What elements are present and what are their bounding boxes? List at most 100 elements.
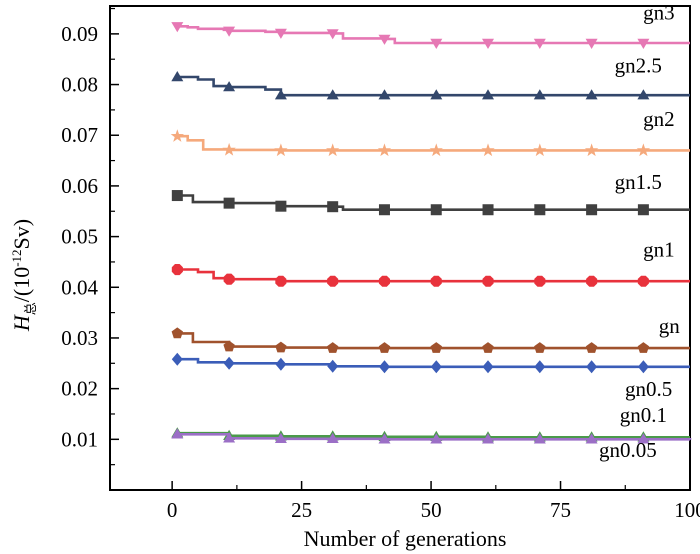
x-tick-label: 75	[550, 498, 571, 522]
data-point	[586, 204, 598, 216]
data-point	[533, 433, 546, 444]
data-point	[327, 342, 339, 353]
data-point	[378, 342, 391, 353]
series-label: gn0.5	[625, 377, 672, 401]
y-axis-title: H总/(10-12Sv)	[9, 219, 38, 332]
data-point	[171, 22, 184, 33]
data-point	[637, 360, 649, 374]
data-point	[430, 360, 442, 374]
series-label: gn2	[643, 107, 675, 131]
data-point	[223, 81, 236, 92]
data-point	[326, 432, 339, 443]
data-point	[482, 360, 494, 374]
data-point	[326, 29, 339, 40]
data-point	[586, 275, 598, 287]
y-axis-title-main: H	[9, 314, 34, 332]
data-point	[585, 89, 598, 100]
data-point	[534, 275, 546, 287]
data-point	[533, 89, 546, 100]
data-point	[378, 433, 391, 444]
data-point	[223, 432, 236, 443]
x-tick-label: 0	[167, 498, 178, 522]
x-tick-label: 50	[421, 498, 442, 522]
y-tick-label: 0.08	[61, 73, 98, 97]
data-point	[223, 356, 235, 370]
data-point	[585, 342, 598, 353]
data-point	[170, 129, 184, 142]
data-point	[326, 143, 340, 157]
data-point	[637, 89, 650, 100]
plot-frame	[109, 5, 691, 491]
series-gn1-5: gn1.5	[171, 170, 690, 216]
data-point	[430, 204, 442, 216]
data-point	[637, 275, 649, 287]
data-point	[171, 428, 184, 439]
data-point	[327, 275, 339, 287]
data-point	[274, 432, 287, 443]
data-point	[171, 264, 183, 276]
data-point	[222, 142, 236, 156]
data-point	[171, 327, 183, 339]
data-point	[171, 190, 183, 202]
series-gn: gn	[171, 314, 690, 353]
y-axis-title-unit-prefix: /(10	[9, 267, 34, 302]
data-point	[171, 352, 183, 366]
y-tick-label: 0.05	[61, 225, 98, 249]
y-tick-label: 0.06	[61, 174, 98, 198]
data-point	[275, 275, 287, 287]
data-point	[430, 38, 443, 49]
y-tick-label: 0.02	[61, 377, 98, 401]
data-point	[275, 200, 287, 212]
svg-text:H总/(10-12Sv): H总/(10-12Sv)	[9, 219, 38, 332]
data-point	[275, 341, 287, 353]
data-point	[223, 273, 235, 285]
series-gn0-05: gn0.05	[171, 428, 692, 462]
y-tick-label: 0.03	[61, 326, 98, 350]
data-point	[223, 26, 236, 37]
data-point	[223, 340, 235, 352]
data-point	[534, 360, 546, 374]
data-point	[377, 143, 392, 157]
series-gn3: gn3	[171, 1, 690, 49]
data-point	[637, 38, 650, 49]
data-point	[274, 89, 287, 100]
data-point	[430, 433, 443, 444]
series-label: gn0.1	[620, 403, 667, 427]
series-gn0-1: gn0.1	[171, 403, 690, 442]
series-label: gn1	[643, 237, 675, 261]
data-point	[533, 143, 547, 157]
data-point	[430, 89, 443, 100]
series-line	[177, 75, 690, 97]
plot-border	[109, 5, 691, 491]
data-point	[637, 342, 650, 353]
data-point	[482, 89, 494, 100]
data-point	[327, 359, 339, 373]
data-point	[378, 204, 390, 216]
x-axis-title: Number of generations	[304, 526, 507, 551]
data-point	[430, 342, 442, 353]
y-tick-label: 0.04	[61, 275, 98, 299]
data-point	[482, 204, 494, 216]
axis-layer: 0 25 50 75 100 0.01 0.02 0.03 0.04 0.05 0.06 0.07 0.…	[61, 7, 700, 522]
y-tick-label: 0.09	[61, 22, 98, 46]
data-point	[482, 38, 494, 49]
series-label: gn3	[643, 1, 675, 25]
series-label: gn1.5	[615, 170, 662, 194]
series-gn2-5: gn2.5	[171, 53, 690, 100]
data-point	[584, 143, 599, 157]
data-point	[482, 275, 494, 287]
series-gn2: gn2	[170, 107, 690, 157]
y-axis-title-unit-suffix: Sv)	[9, 219, 34, 250]
x-tick-label: 100	[674, 498, 700, 522]
data-point	[326, 89, 339, 100]
data-point	[274, 143, 288, 157]
series-gn1: gn1	[171, 237, 690, 287]
data-point	[327, 201, 339, 213]
data-point	[637, 433, 650, 444]
data-point	[274, 28, 287, 39]
x-tick-label: 25	[291, 498, 312, 522]
data-point	[430, 275, 442, 287]
series-label: gn0.05	[599, 438, 657, 462]
